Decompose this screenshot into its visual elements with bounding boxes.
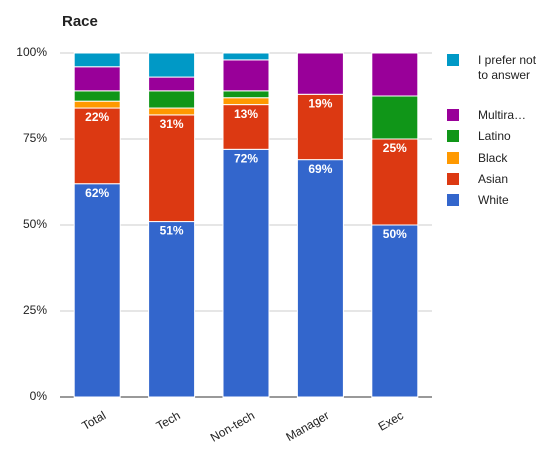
y-tick-label: 100% xyxy=(16,45,47,59)
legend-swatch xyxy=(447,109,459,121)
legend-label: Latino xyxy=(478,129,511,143)
bar-segment xyxy=(148,90,196,109)
bar-segment xyxy=(73,100,121,109)
bar-segment xyxy=(73,183,121,398)
bar-segment xyxy=(222,148,270,398)
data-label: 51% xyxy=(160,224,184,238)
bar-segment xyxy=(148,52,196,78)
x-tick-label: Total xyxy=(79,408,108,433)
bar-segment xyxy=(73,107,121,185)
y-tick-label: 0% xyxy=(30,389,48,403)
bar-segment xyxy=(148,114,196,223)
data-label: 69% xyxy=(308,162,332,176)
legend-swatch xyxy=(447,130,459,142)
bar-segment xyxy=(296,159,344,398)
x-tick-label: Exec xyxy=(376,408,406,433)
data-label: 25% xyxy=(383,141,407,155)
bar-segment xyxy=(73,66,121,92)
bar-segment xyxy=(148,221,196,398)
chart-title: Race xyxy=(62,13,98,30)
data-label: 13% xyxy=(234,107,258,121)
data-label: 19% xyxy=(308,96,332,110)
bar-segment xyxy=(148,107,196,116)
legend-swatch xyxy=(447,152,459,164)
y-tick-label: 50% xyxy=(23,217,47,231)
data-label: 22% xyxy=(85,110,109,124)
bar-segment xyxy=(371,224,419,398)
legend-label: Multira… xyxy=(478,108,527,122)
data-label: 72% xyxy=(234,151,258,165)
bar-segment xyxy=(148,76,196,92)
x-tick-label: Non-tech xyxy=(208,408,257,444)
y-tick-label: 25% xyxy=(23,303,47,317)
bar-segment xyxy=(296,52,344,95)
bar-segment xyxy=(371,52,419,97)
legend-label: Asian xyxy=(478,172,509,186)
x-tick-label: Tech xyxy=(154,408,183,433)
legend-swatch xyxy=(447,54,459,66)
y-tick-label: 75% xyxy=(23,131,47,145)
bar-segment xyxy=(222,90,270,99)
bar-segment xyxy=(222,52,270,61)
bar-segment xyxy=(73,90,121,102)
legend-swatch xyxy=(447,173,459,185)
legend-label: Black xyxy=(478,151,508,165)
bar-segment xyxy=(73,52,121,68)
bar-segment xyxy=(222,97,270,106)
legend-label: White xyxy=(478,193,509,207)
data-label: 62% xyxy=(85,186,109,200)
data-label: 31% xyxy=(160,117,184,131)
legend-label: I prefer not to answer xyxy=(478,53,537,82)
bar-segment xyxy=(371,95,419,140)
legend-swatch xyxy=(447,194,459,206)
data-label: 50% xyxy=(383,227,407,241)
x-tick-label: Manager xyxy=(283,408,331,444)
bar-segment xyxy=(222,59,270,92)
